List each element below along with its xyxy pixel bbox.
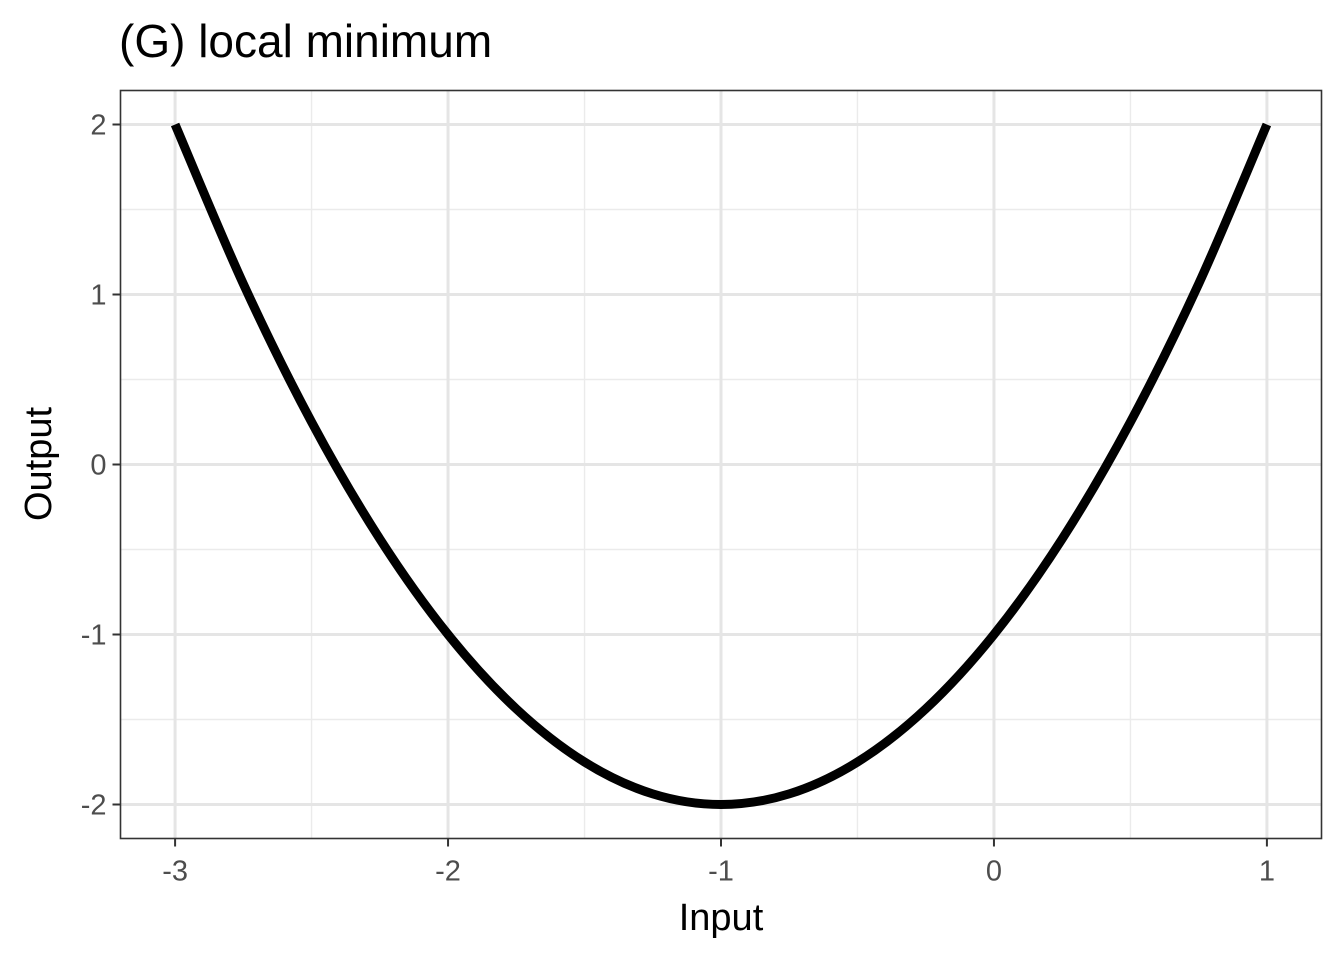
grid-layer	[120, 90, 1322, 839]
series-line	[170, 122, 1272, 809]
x-tick-label: -1	[708, 856, 734, 888]
x-tick-label: 0	[986, 856, 1002, 888]
x-tick-label: -2	[435, 856, 461, 888]
y-tick-label: 1	[90, 280, 106, 312]
y-axis-title: Output	[18, 407, 60, 522]
y-tick-label: 0	[90, 450, 106, 482]
y-tick-label: -1	[81, 620, 107, 652]
x-axis-title: Input	[679, 897, 764, 939]
y-tick-label: 2	[90, 110, 106, 142]
chart-title: (G) local minimum	[119, 15, 492, 67]
x-tick-label: 1	[1259, 856, 1275, 888]
axis-layer: -3 -2 -1 0 1 -2 -1 0 1 2	[81, 110, 1275, 888]
series-layer	[170, 122, 1272, 809]
x-tick-label: -3	[162, 856, 188, 888]
y-tick-label: -2	[81, 790, 107, 822]
